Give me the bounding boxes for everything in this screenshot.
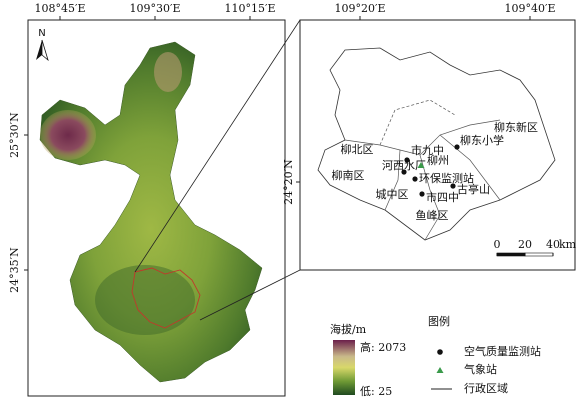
scale-unit: km: [559, 238, 577, 251]
weather-station-label: 柳州: [427, 153, 449, 167]
legend-item: 气象站: [464, 362, 497, 376]
left-frame: [27, 19, 286, 397]
station-label: 市九中: [411, 143, 444, 157]
connector: [134, 19, 301, 321]
scale-bar: 0 20 40 km: [494, 238, 577, 257]
city-outline: [131, 267, 201, 329]
station-label: 市四中: [426, 190, 459, 204]
north-arrow: N: [36, 28, 49, 62]
lon-label: 109°40′E: [504, 2, 555, 15]
weather-station: [417, 162, 425, 168]
lon-label: 109°20′E: [334, 2, 385, 15]
lon-label: 110°15′E: [224, 2, 275, 15]
colorbar: [333, 340, 355, 395]
high-elevation: [154, 52, 182, 92]
station-label: 河西水厂: [382, 159, 426, 172]
colorbar-high: 高: 2073: [360, 340, 406, 354]
district-label: 柳南区: [332, 168, 365, 182]
high-elevation: [40, 110, 96, 160]
district-label: 鱼峰区: [416, 208, 449, 222]
elevation-title: 海拔/m: [330, 322, 367, 336]
legend-item: 行政区域: [464, 381, 508, 395]
scale-label: 40: [546, 238, 560, 251]
district-lines: [344, 99, 501, 241]
district-label: 城中区: [376, 188, 409, 201]
scale-label: 20: [518, 238, 532, 251]
station-label: 古亭山: [457, 182, 490, 196]
legend-title: 图例: [428, 314, 450, 328]
lon-label: 108°45′E: [34, 2, 85, 15]
scale-segment: [496, 252, 526, 257]
stations: [401, 144, 460, 197]
lat-label: 25°30′N: [8, 112, 21, 158]
district-label: 柳东新区: [494, 120, 538, 134]
lat-label: 24°20′N: [282, 159, 295, 205]
station-label: 环保监测站: [419, 171, 474, 185]
station-label: 柳东小学: [460, 133, 504, 147]
legend-station-symbol: [437, 349, 443, 355]
right-frame: [299, 19, 576, 271]
city-boundary: [317, 47, 556, 241]
ticks: [24, 16, 531, 271]
district-label: 柳北区: [341, 142, 374, 156]
legend-weather-symbol: [436, 367, 444, 373]
lat-label: 24°35′N: [8, 247, 21, 293]
legend-item: 空气质量监测站: [464, 344, 541, 358]
scale-label: 0: [494, 238, 501, 251]
lowland: [95, 265, 195, 335]
svg-text:N: N: [38, 28, 45, 39]
colorbar-low: 低: 25: [360, 385, 392, 398]
scale-segment: [524, 252, 554, 257]
lon-label: 109°30′E: [129, 2, 180, 15]
